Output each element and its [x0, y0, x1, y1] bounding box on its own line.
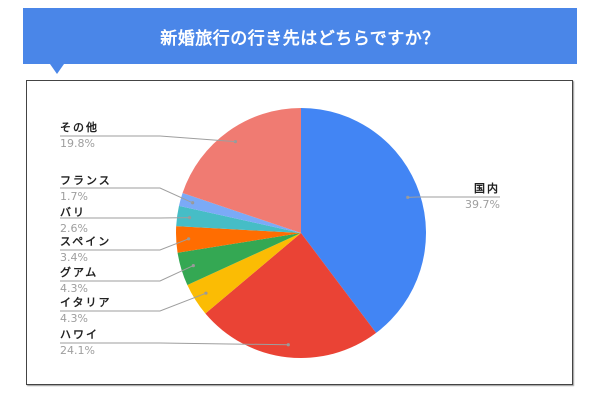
slice-percent: 2.6% — [60, 222, 88, 235]
pie-slice-2 — [187, 233, 301, 314]
slice-label: バリ — [60, 206, 86, 219]
chart-title-banner: 新婚旅行の行き先はどちらですか？ — [23, 8, 577, 64]
slice-label: フランス — [60, 174, 112, 187]
leader-line — [60, 187, 193, 204]
leader-line — [60, 292, 207, 312]
banner-pointer — [50, 64, 64, 74]
chart-title: 新婚旅行の行き先はどちらですか？ — [160, 28, 440, 49]
slice-label: その他 — [60, 120, 99, 134]
leader-line — [60, 135, 236, 143]
slice-label: ハワイ — [60, 328, 99, 341]
slice-percent: 24.1% — [60, 344, 95, 357]
slice-label: 国内 — [474, 181, 500, 195]
pie-slice-0 — [301, 108, 426, 333]
leader-line — [60, 238, 189, 251]
slice-label: イタリア — [60, 296, 112, 309]
slice-label: スペイン — [60, 235, 111, 248]
slice-percent: 39.7% — [465, 198, 500, 211]
leader-line — [60, 265, 194, 282]
slice-percent: 3.4% — [60, 251, 88, 264]
pie-slice-3 — [177, 233, 301, 286]
pie-slice-7 — [182, 108, 301, 233]
pie-slice-1 — [205, 233, 377, 358]
pie-slice-5 — [176, 205, 301, 233]
leader-line — [60, 342, 289, 346]
slice-percent: 4.3% — [60, 282, 88, 295]
slice-percent: 1.7% — [60, 190, 88, 203]
slice-percent: 19.8% — [60, 137, 95, 150]
pie-slice-4 — [176, 226, 301, 253]
pie-slice-6 — [178, 193, 301, 233]
slice-label: グアム — [60, 265, 98, 279]
slice-percent: 4.3% — [60, 312, 88, 325]
